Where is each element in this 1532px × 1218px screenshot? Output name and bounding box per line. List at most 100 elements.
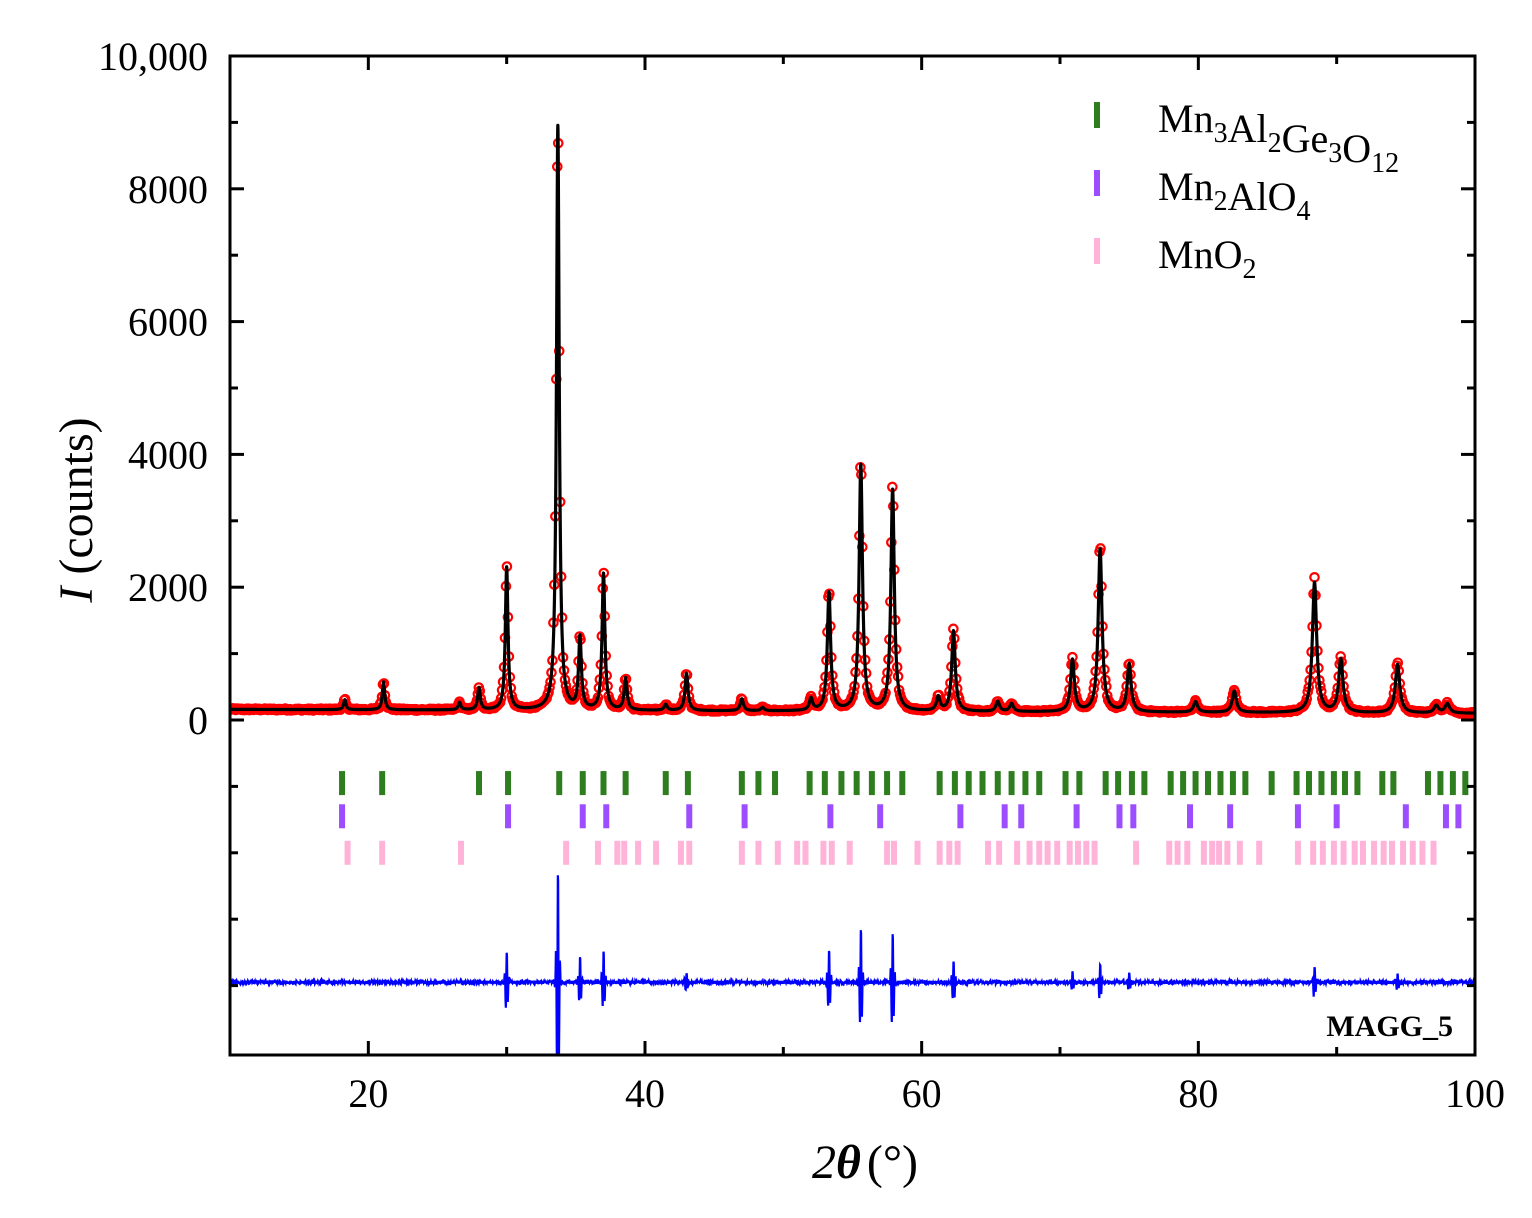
mno2-reflection-mark xyxy=(1380,840,1387,865)
mno2-reflection-mark xyxy=(884,840,891,865)
mno2-reflection-mark xyxy=(1389,840,1395,865)
mno2-reflection-mark xyxy=(936,840,943,865)
garnet-reflection-mark xyxy=(821,771,828,796)
garnet-reflection-mark xyxy=(1180,771,1187,796)
garnet-reflection-mark xyxy=(1128,771,1135,796)
mno2-reflection-mark xyxy=(985,840,992,865)
garnet-reflection-mark xyxy=(1242,771,1249,796)
legend-label-part: Ge xyxy=(1282,116,1329,161)
mno2-reflection-mark xyxy=(1371,840,1378,865)
garnet-reflection-mark xyxy=(1115,771,1122,796)
spinel-reflection-mark xyxy=(1116,804,1123,829)
mno2-reflection-mark xyxy=(1054,840,1061,865)
mno2-reflection-mark xyxy=(1351,840,1358,865)
mno2-reflection-mark xyxy=(1200,840,1207,865)
garnet-reflection-mark xyxy=(1167,771,1174,796)
mno2-reflection-mark xyxy=(1066,840,1073,865)
legend-swatch xyxy=(1094,102,1100,128)
difference-series xyxy=(230,875,1475,1055)
mno2-reflection-mark xyxy=(794,840,801,865)
mno2-reflection-mark xyxy=(820,840,827,865)
spinel-reflection-mark xyxy=(1187,804,1194,829)
legend-label-subscript: 3 xyxy=(1328,138,1342,169)
legend-label-subscript: 3 xyxy=(1214,118,1228,149)
garnet-reflection-mark xyxy=(1192,771,1199,796)
mno2-reflection-mark xyxy=(891,840,897,865)
garnet-reflection-mark xyxy=(1306,771,1312,796)
spinel-reflection-mark xyxy=(877,804,884,829)
garnet-reflection-mark xyxy=(979,771,986,796)
spinel-reflection-mark xyxy=(1130,804,1137,829)
observed-point xyxy=(1309,572,1320,583)
garnet-reflection-mark xyxy=(951,771,958,796)
y-tick-label: 2000 xyxy=(128,565,208,610)
garnet-reflection-mark xyxy=(1318,771,1325,796)
x-axis-title-unit: (°) xyxy=(867,1136,918,1189)
garnet-reflection-mark xyxy=(838,771,845,796)
mno2-reflection-mark xyxy=(1174,840,1181,865)
garnet-reflection-mark xyxy=(1293,771,1300,796)
spinel-reflection-mark xyxy=(1333,804,1340,829)
mno2-reflection-mark xyxy=(1026,840,1033,865)
y-tick-label: 10,000 xyxy=(98,34,208,79)
garnet-reflection-mark xyxy=(1141,771,1148,796)
mno2-reflection-mark xyxy=(846,840,853,865)
garnet-reflection-mark xyxy=(1022,771,1029,796)
garnet-reflection-mark xyxy=(600,771,607,796)
legend-label-part: AlO xyxy=(1228,174,1297,219)
legend-label-subscript: 4 xyxy=(1296,196,1310,227)
legend-label-subscript: 2 xyxy=(1214,186,1228,217)
mno2-reflection-mark xyxy=(653,840,660,865)
difference-line xyxy=(230,875,1475,1055)
legend-label-part: Al xyxy=(1228,106,1268,151)
spinel-reflection-mark xyxy=(603,804,610,829)
garnet-reflection-mark xyxy=(622,771,629,796)
mno2-reflection-mark xyxy=(563,840,570,865)
mno2-reflection-mark xyxy=(1014,840,1021,865)
garnet-reflection-mark xyxy=(662,771,669,796)
garnet-reflection-mark xyxy=(1268,771,1275,796)
garnet-reflection-mark xyxy=(738,771,745,796)
mno2-reflection-mark xyxy=(914,840,921,865)
garnet-reflection-mark xyxy=(1036,771,1043,796)
spinel-reflection-mark xyxy=(339,804,346,829)
mno2-reflection-mark xyxy=(594,840,601,865)
spinel-reflection-mark xyxy=(1018,804,1025,829)
garnet-reflection-mark xyxy=(1354,771,1361,796)
mno2-reflection-mark xyxy=(1294,840,1301,865)
mno2-reflection-mark xyxy=(677,840,684,865)
mno2-reflection-mark xyxy=(344,840,351,865)
observed-series xyxy=(230,137,1475,720)
sample-label: MAGG_5 xyxy=(1326,1010,1453,1043)
spinel-reflection-mark xyxy=(686,804,693,829)
garnet-reflection-mark xyxy=(1437,771,1444,796)
garnet-reflection-mark xyxy=(1205,771,1212,796)
mno2-reflection-mark xyxy=(802,840,809,865)
legend-swatch xyxy=(1094,238,1100,264)
x-axis-title: 2θ (°) xyxy=(812,1136,918,1189)
mno2-reflection-mark xyxy=(1091,840,1098,865)
mno2-reflection-mark xyxy=(1209,840,1216,865)
legend-label-subscript: 2 xyxy=(1242,254,1256,285)
mno2-reflection-mark xyxy=(1400,840,1407,865)
garnet-reflection-mark xyxy=(579,771,586,796)
spinel-reflection-mark xyxy=(1001,804,1008,829)
mno2-reflection-mark xyxy=(828,840,835,865)
mno2-reflection-mark xyxy=(774,840,781,865)
mno2-reflection-mark xyxy=(954,840,961,865)
spinel-reflection-mark xyxy=(505,804,512,829)
y-axis-title-rest: (counts) xyxy=(50,417,103,574)
mno2-reflection-mark xyxy=(621,840,628,865)
mno2-reflection-mark xyxy=(1359,840,1366,865)
mno2-reflection-mark xyxy=(1224,840,1231,865)
x-tick-label: 40 xyxy=(625,1071,665,1116)
mno2-reflection-mark xyxy=(1430,840,1437,865)
legend-label: Mn2AlO4 xyxy=(1158,164,1310,227)
x-axis-title-theta: θ xyxy=(836,1136,861,1189)
y-axis-title: I (counts) xyxy=(50,417,103,603)
mno2-reflection-mark xyxy=(1419,840,1426,865)
legend-label-part: MnO xyxy=(1158,232,1242,277)
spinel-reflection-mark xyxy=(741,804,748,829)
spinel-reflection-mark xyxy=(1227,804,1234,829)
